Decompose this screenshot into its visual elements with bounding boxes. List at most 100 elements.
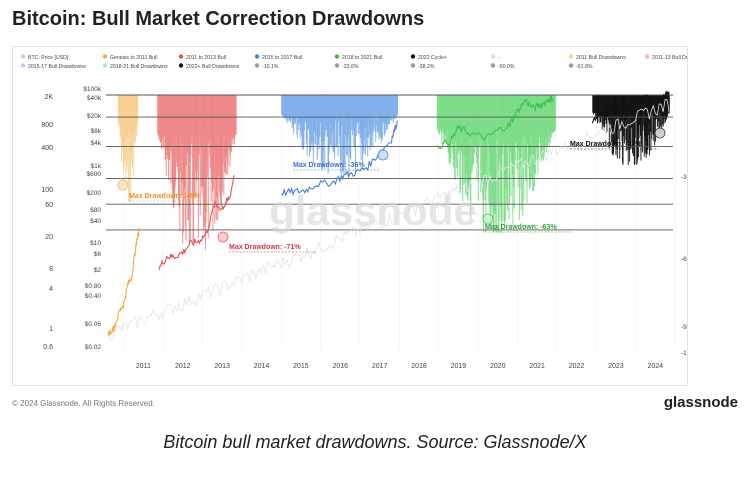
legend-marker — [334, 63, 340, 68]
y-inner-tick: $20k — [87, 113, 102, 120]
drawdown-bar — [130, 95, 132, 202]
drawdown-bar — [507, 95, 509, 212]
x-tick-label: 2019 — [451, 363, 467, 370]
legend-label: 2018-21 Bull Drawdowns — [110, 64, 168, 70]
legend-marker — [254, 63, 260, 68]
y-inner-tick: $80 — [90, 207, 101, 214]
drawdown-bar — [631, 95, 633, 154]
chart-svg: BTC: Price [USD] Genesis to 2011 Bull 2011… — [20, 54, 687, 370]
y-right-tick: -30% — [681, 174, 687, 181]
y-right-tick: -120% — [681, 350, 687, 357]
drawdown-bar — [509, 95, 511, 203]
x-tick-label: 2022 — [569, 363, 585, 370]
drawdown-bar — [523, 95, 525, 202]
drawdown-bar — [188, 95, 190, 243]
chart-panel: BTC: Price [USD] Genesis to 2011 Bull 2011… — [12, 46, 688, 386]
y-inner-tick: $10 — [90, 240, 101, 247]
legend-label: -10.1% — [262, 64, 279, 70]
legend-label: 2011 to 2013 Bull — [186, 55, 226, 61]
drawdown-bar — [622, 95, 624, 165]
drawdown-bar — [614, 95, 616, 145]
max-drawdown-label: Max Drawdown: -71% — [229, 244, 301, 251]
chart-title: Bitcoin: Bull Market Correction Drawdown… — [12, 8, 425, 30]
legend-label: -50.0% — [498, 64, 515, 70]
legend-label: BTC: Price [USD] — [28, 55, 69, 61]
drawdown-bar — [554, 95, 556, 130]
btc-price-line — [107, 98, 670, 341]
y-inner-tick: $8k — [91, 128, 102, 135]
y-right-tick: -60% — [681, 256, 687, 263]
drawdown-bar — [655, 95, 657, 142]
x-tick-label: 2012 — [175, 363, 191, 370]
drawdown-bar — [179, 95, 181, 232]
legend-marker — [334, 54, 340, 59]
max-drawdown-marker — [654, 127, 666, 139]
drawdown-bar — [123, 95, 125, 169]
legend-label: -61.8% — [576, 64, 593, 70]
drawdown-bar — [629, 95, 631, 149]
max-drawdown-label: Max Drawdown: -63% — [485, 224, 557, 231]
legend-label: 2018 to 2021 Bull — [342, 55, 382, 61]
legend-marker — [644, 54, 650, 59]
drawdown-bar — [193, 95, 195, 244]
legend-marker — [20, 54, 26, 59]
drawdown-bar — [517, 95, 519, 188]
y-outer-tick: 800 — [41, 122, 53, 129]
drawdown-bar — [627, 95, 629, 165]
max-drawdown-label: Max Drawdown: -36% — [293, 162, 365, 169]
y-inner-tick: $4k — [91, 140, 102, 147]
y-outer-tick: 1 — [49, 326, 53, 333]
brand-logo: glassnode — [663, 394, 738, 411]
x-tick-label: 2024 — [647, 363, 663, 370]
legend-label: 2015 to 2017 Bull — [262, 55, 302, 61]
max-drawdown-label: Max Drawdown: -32% — [570, 141, 642, 148]
drawdown-bar — [336, 95, 338, 146]
drawdown-bar — [175, 95, 177, 182]
drawdown-bar — [534, 95, 536, 187]
drawdown-bar — [486, 95, 488, 185]
drawdown-bar — [495, 95, 497, 233]
y-outer-tick: 2K — [44, 94, 53, 101]
y-outer-tick: 100 — [41, 187, 53, 194]
x-tick-label: 2011 — [136, 363, 151, 370]
drawdown-bar — [498, 95, 500, 233]
drawdown-bar — [202, 95, 204, 188]
y-outer-tick: 20 — [45, 234, 53, 241]
y-outer-tick: 4 — [49, 286, 53, 293]
y-outer-tick: 400 — [41, 145, 53, 152]
drawdown-bar — [185, 95, 187, 241]
y-inner-tick: $0.06 — [85, 321, 102, 328]
drawdown-bar — [199, 95, 201, 216]
max-drawdown-marker — [482, 213, 494, 225]
drawdown-bar — [522, 95, 524, 217]
legend-marker — [102, 63, 108, 68]
y-inner-tick: $200 — [87, 190, 102, 197]
max-drawdown-marker — [377, 149, 389, 161]
drawdown-bar — [640, 95, 642, 146]
legend-label: -38.2% — [418, 64, 435, 70]
legend-label: 2022 Cycle+ — [418, 55, 447, 61]
max-drawdown-marker — [217, 231, 229, 243]
y-inner-tick: $0.40 — [85, 293, 102, 300]
drawdown-bar — [328, 95, 330, 150]
y-outer-tick: 60 — [45, 202, 53, 209]
drawdown-bar — [470, 95, 472, 220]
drawdown-bar — [630, 95, 632, 149]
drawdown-bar — [648, 95, 650, 156]
drawdown-bar — [506, 95, 508, 206]
x-tick-label: 2018 — [411, 363, 427, 370]
drawdown-bar — [334, 95, 336, 148]
legend-marker — [490, 63, 496, 68]
cycle-series-line — [436, 95, 554, 149]
x-tick-label: 2016 — [332, 363, 348, 370]
drawdown-bar — [207, 95, 209, 239]
x-tick-label: 2015 — [293, 363, 309, 370]
legend-marker — [568, 63, 574, 68]
copyright-text: © 2024 Glassnode. All Rights Reserved. — [12, 399, 155, 408]
x-tick-label: 2021 — [529, 363, 545, 370]
legend-label: -23.6% — [342, 64, 359, 70]
x-tick-label: 2020 — [490, 363, 506, 370]
drawdown-bar — [484, 95, 486, 201]
drawdown-bar — [345, 95, 347, 156]
legend-label: - — [498, 55, 500, 61]
